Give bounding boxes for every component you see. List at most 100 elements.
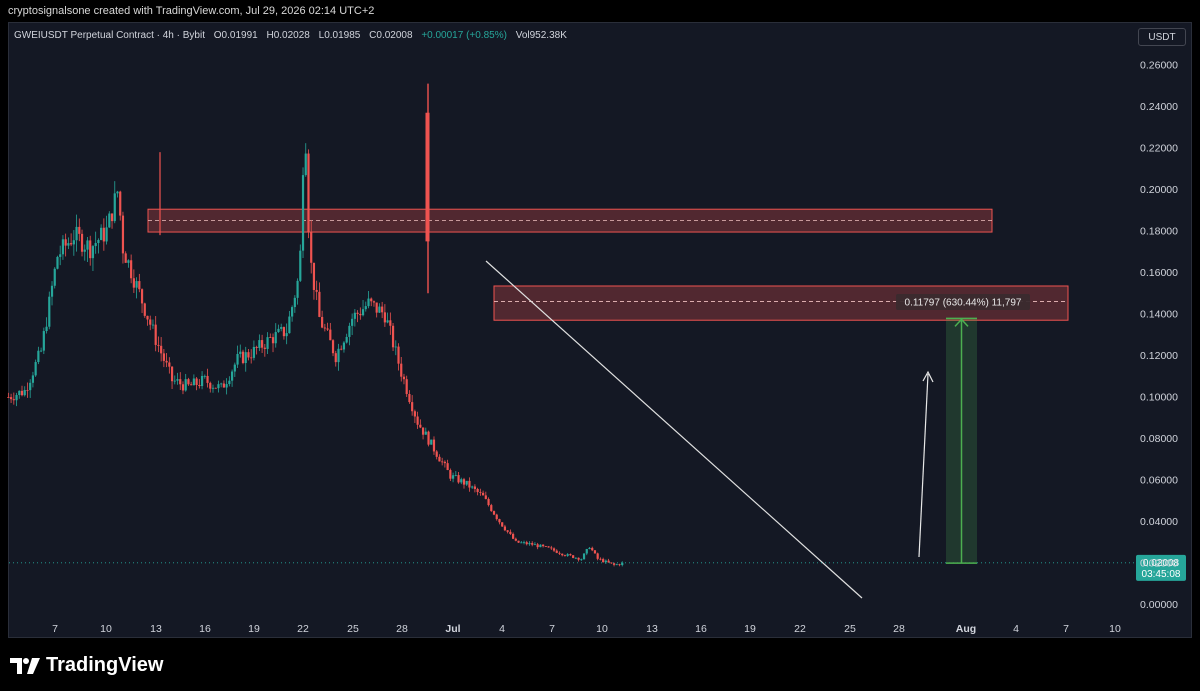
candle-body: [577, 557, 580, 560]
candle-body: [408, 393, 411, 403]
candle-body: [165, 360, 168, 363]
candle-body: [236, 353, 239, 365]
candle-body: [558, 552, 561, 554]
candle-body: [386, 320, 389, 323]
candle-body: [296, 280, 299, 298]
y-tick-label: 0.04000: [1140, 516, 1178, 528]
candle-body: [441, 461, 444, 463]
candle-body: [110, 213, 114, 222]
x-tick-label: Aug: [956, 623, 976, 635]
candle-body: [506, 530, 509, 532]
candle-body: [179, 379, 182, 385]
currency-button[interactable]: USDT: [1138, 28, 1186, 46]
tradingview-logo[interactable]: TradingView: [10, 654, 163, 677]
candle-body: [94, 243, 97, 247]
candle-body: [498, 519, 501, 523]
candle-body: [244, 352, 247, 364]
y-tick-label: 0.12000: [1140, 350, 1178, 362]
candle-body: [550, 547, 553, 549]
candle-body: [149, 319, 152, 325]
x-tick-label: 4: [499, 623, 505, 635]
candle-body: [301, 175, 305, 251]
candle-body: [569, 554, 572, 556]
candle-body: [220, 383, 223, 385]
footer: [0, 638, 1200, 691]
candle-body: [312, 262, 316, 290]
candle-body: [449, 470, 452, 479]
candle-body: [359, 313, 362, 316]
candle-body: [12, 399, 15, 401]
candle-body: [460, 479, 463, 483]
candle-body: [503, 526, 507, 531]
candle-body: [20, 390, 24, 396]
candle-body: [160, 345, 163, 354]
chart-pane[interactable]: [8, 22, 1192, 638]
resistance-zones: [147, 208, 1069, 321]
x-tick-label: 22: [794, 623, 806, 635]
candle-body: [37, 350, 40, 363]
candle-body: [353, 312, 356, 319]
y-tick-label: 0.14000: [1140, 309, 1178, 321]
candle-body: [544, 546, 547, 547]
candle-body: [26, 390, 29, 391]
x-tick-label: 16: [695, 623, 707, 635]
candle-body: [391, 325, 395, 348]
candle-body: [105, 227, 108, 242]
candle-body: [473, 486, 477, 489]
candle-body: [119, 191, 122, 216]
candle-body: [214, 387, 217, 389]
candle-body: [108, 213, 111, 228]
candle-body: [351, 318, 354, 326]
candle-body: [432, 439, 436, 452]
candle-body: [331, 340, 335, 354]
candle-body: [315, 289, 318, 292]
open-value: O0.01991: [213, 30, 258, 41]
y-tick-label: 0.06000: [1140, 475, 1178, 487]
candle-body: [181, 384, 185, 391]
candle-body: [116, 191, 119, 194]
candle-body: [547, 546, 550, 548]
candle-body: [533, 544, 537, 546]
candle-body: [100, 227, 103, 240]
candle-body: [48, 296, 51, 327]
range-arrow-head: [954, 318, 969, 327]
candle-body: [239, 351, 242, 354]
candle-body: [86, 240, 89, 250]
candle-body: [438, 456, 441, 462]
candle-body: [15, 395, 18, 401]
candle-body: [421, 427, 425, 435]
candle-body: [146, 315, 149, 320]
candle-body: [80, 233, 84, 252]
candle-body: [591, 547, 594, 551]
candle-body: [310, 232, 313, 263]
candle-body: [476, 488, 479, 493]
candle-body: [222, 383, 226, 388]
candle-body: [615, 564, 618, 566]
candle-body: [288, 316, 291, 334]
candle-body: [621, 562, 624, 566]
candle-body: [228, 380, 231, 385]
candle-body: [135, 281, 138, 288]
candle-body: [127, 260, 130, 263]
candle-body: [334, 353, 337, 363]
candle-body: [397, 346, 400, 364]
candle-body: [345, 336, 348, 343]
candle-body: [528, 543, 531, 545]
candle-body: [555, 550, 558, 553]
candle-body: [607, 560, 610, 563]
candle-body: [531, 543, 534, 545]
candle-body: [40, 350, 43, 352]
x-tick-label: Jul: [445, 623, 460, 635]
x-tick-label: 10: [1109, 623, 1121, 635]
candle-body: [53, 268, 56, 286]
candle-body: [18, 390, 21, 396]
candle-body: [361, 309, 365, 316]
tradingview-brand: TradingView: [46, 654, 164, 676]
candle-body: [124, 253, 127, 263]
x-tick-label: 19: [744, 623, 756, 635]
candle-body: [413, 411, 416, 417]
candle-body: [430, 439, 433, 445]
candle-body: [250, 357, 253, 359]
